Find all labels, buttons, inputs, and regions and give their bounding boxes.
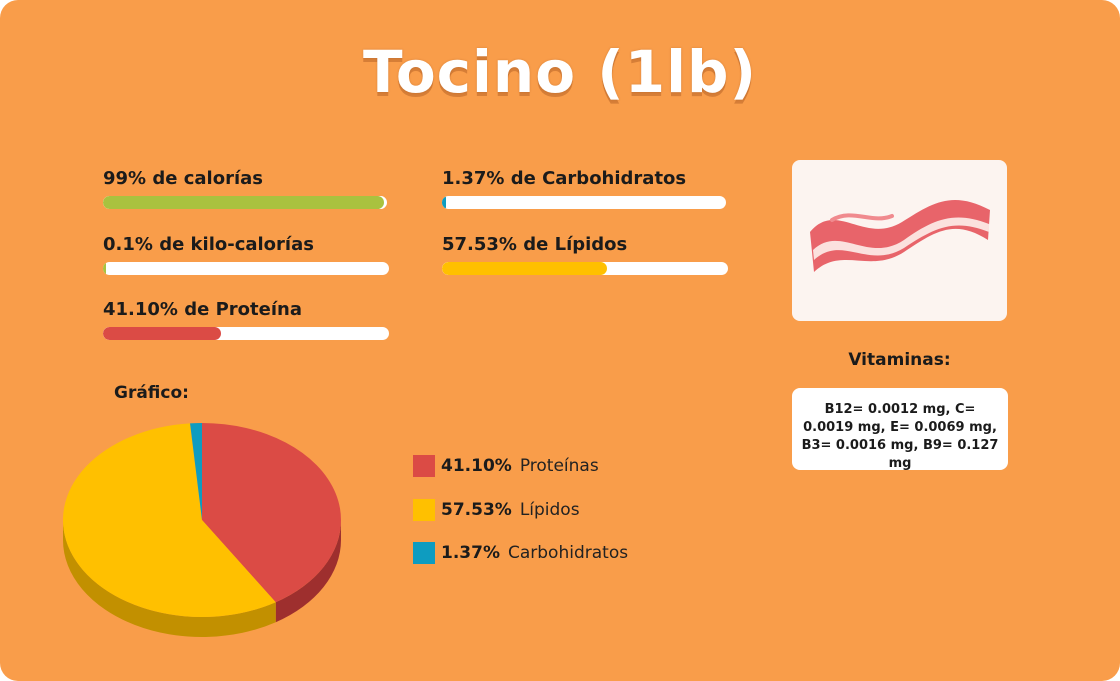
vitamins-title: Vitaminas: [848, 350, 951, 370]
stat-kilocalories: 0.1% de kilo-calorías [103, 234, 389, 275]
pie-slice-carbohidratos [190, 423, 202, 520]
stat-kilocalories-track [103, 262, 389, 275]
stat-calories-fill [103, 196, 385, 209]
legend-name-carbohidratos: Carbohidratos [507, 543, 629, 563]
stat-protein-track [103, 327, 389, 340]
stat-protein-label: 41.10% de Proteína [103, 299, 302, 320]
legend-name-lipidos: Lípidos [519, 500, 580, 520]
pie-side-lipidos [63, 520, 276, 637]
legend-item-lipidos: 57.53% Lípidos [413, 498, 580, 522]
legend-swatch-lipidos [413, 499, 435, 521]
legend-swatch-carbohidratos [413, 542, 435, 564]
vitamins-text: B12= 0.0012 mg, C= 0.0019 mg, E= 0.0069 … [801, 402, 999, 471]
stat-protein-fill [103, 327, 221, 340]
pie-slice-proteinas [202, 423, 341, 603]
legend-pct-proteinas: 41.10% [441, 456, 512, 476]
stat-kilocalories-fill [103, 262, 106, 275]
bacon-icon [810, 199, 990, 272]
legend-item-carbohidratos: 1.37% Carbohidratos [413, 541, 628, 565]
page-title: Tocino (1lb) [362, 38, 758, 106]
stat-carbs: 1.37% de Carbohidratos [442, 168, 726, 209]
legend-name-proteinas: Proteínas [519, 456, 599, 476]
vitamins-box: B12= 0.0012 mg, C= 0.0019 mg, E= 0.0069 … [792, 388, 1008, 471]
pie-side-proteinas [275, 520, 341, 623]
food-image [792, 160, 1007, 321]
stat-lipids-track [442, 262, 728, 275]
stat-lipids-fill [442, 262, 607, 275]
legend-item-proteinas: 41.10% Proteínas [413, 454, 599, 478]
stat-calories-track [103, 196, 387, 209]
legend-swatch-proteinas [413, 455, 435, 477]
stat-calories: 99% de calorías [103, 168, 387, 209]
stat-carbs-label: 1.37% de Carbohidratos [442, 168, 687, 189]
pie-slice-lipidos [62, 423, 276, 618]
stat-carbs-fill [442, 196, 446, 209]
stat-lipids: 57.53% de Lípidos [442, 234, 728, 275]
stat-carbs-track [442, 196, 726, 209]
stat-kilocalories-label: 0.1% de kilo-calorías [103, 234, 314, 255]
legend-pct-lipidos: 57.53% [441, 500, 512, 520]
legend-pct-carbohidratos: 1.37% [441, 543, 500, 563]
stat-calories-label: 99% de calorías [103, 168, 263, 189]
chart-label: Gráfico: [114, 383, 189, 403]
stat-lipids-label: 57.53% de Lípidos [442, 234, 628, 255]
stat-protein: 41.10% de Proteína [103, 299, 389, 340]
